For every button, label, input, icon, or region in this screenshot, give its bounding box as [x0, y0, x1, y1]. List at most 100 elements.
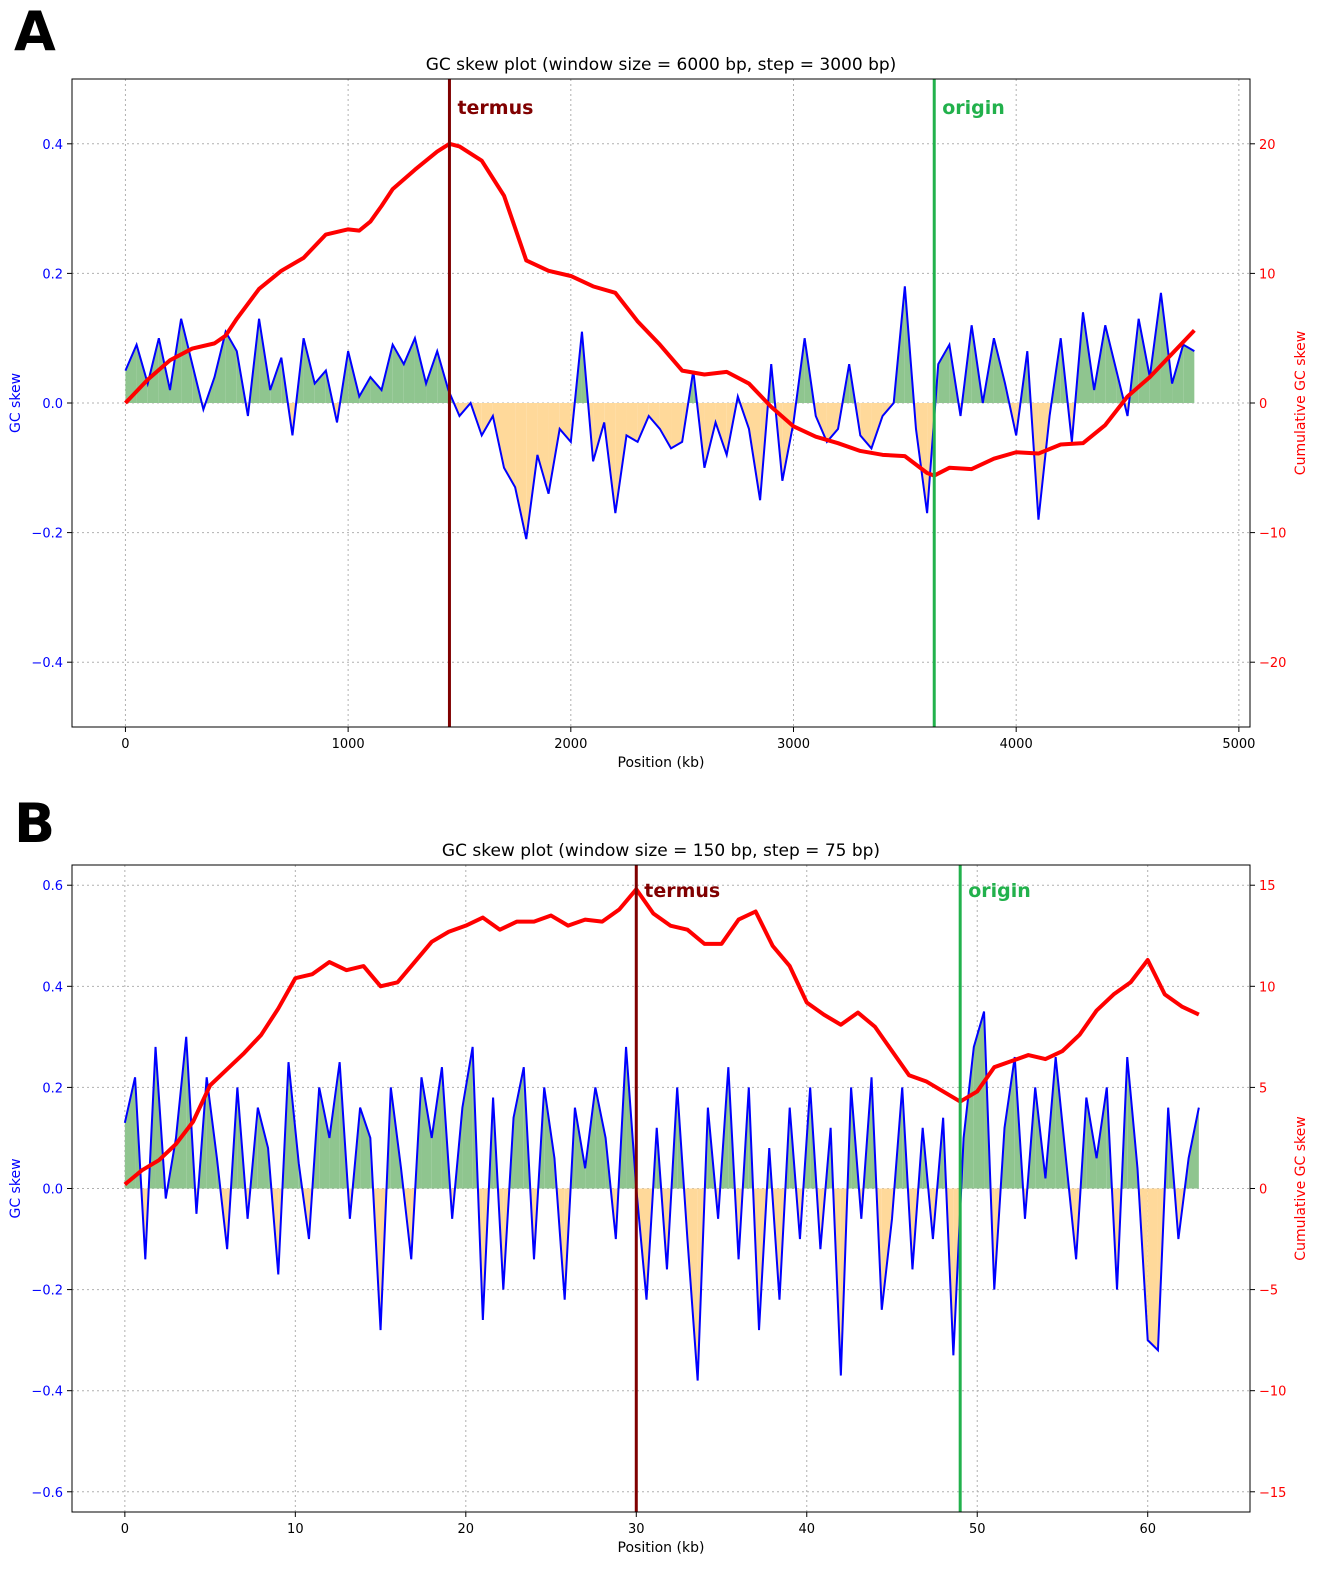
x-tick-label: 10	[287, 1522, 304, 1537]
x-tick-label: 3000	[777, 737, 810, 752]
skew-fill-86-0	[1004, 1057, 1015, 1189]
x-axis-label: Position (kb)	[618, 1540, 705, 1556]
skew-fill-22-0	[370, 377, 382, 403]
cumulative-gc-skew-line	[123, 141, 1196, 478]
skew-fill-95-0	[1183, 344, 1195, 403]
cumulative-gc-skew-line	[123, 887, 1200, 1186]
skew-fill-36-0	[526, 403, 538, 540]
y-left-tick-label: 0.0	[42, 397, 63, 412]
skew-fill-94-0	[1172, 344, 1184, 403]
gc-skew-line	[123, 1011, 1200, 1381]
skew-fill-5-0	[175, 1036, 187, 1189]
skew-fill-13-0	[257, 1107, 269, 1189]
y-right-tick-label: 0	[1259, 1183, 1267, 1198]
skew-fill-88-0	[1105, 325, 1117, 403]
skew-fill-47-0	[648, 403, 660, 429]
skew-fill-25-0	[403, 338, 415, 403]
y-right-tick-label: −10	[1259, 1385, 1286, 1400]
skew-fill-5-0	[181, 318, 193, 403]
skew-fill-9-0	[225, 331, 237, 403]
skew-fill-2-0	[147, 338, 159, 403]
y-left-tick-label: −0.4	[31, 656, 63, 671]
y-right-tick-label: 10	[1259, 267, 1276, 282]
skew-fill-30-0	[431, 1067, 442, 1189]
y-right-tick-label: −10	[1259, 527, 1286, 542]
skew-fill-78-0	[993, 338, 1006, 403]
y-right-tick-label: 5	[1259, 1081, 1267, 1096]
skew-fill-26-0	[414, 338, 427, 403]
y-right-tick-label: −5	[1259, 1284, 1278, 1299]
y-left-tick-label: 0.0	[42, 1183, 63, 1198]
skew-fill-16-0	[303, 338, 315, 403]
skew-fill-46-0	[637, 403, 649, 442]
skew-fill-95-0	[1096, 1087, 1107, 1189]
skew-fill-33-0	[462, 1046, 473, 1189]
skew-fill-94-0	[1086, 1097, 1097, 1189]
origin-marker-label: origin	[942, 97, 1005, 119]
y-left-tick-label: 0.4	[42, 980, 63, 995]
y-right-axis-label: Cumulative GC skew	[1293, 331, 1309, 475]
skew-fill-29-0	[421, 1077, 432, 1189]
y-left-tick-label: 0.2	[42, 267, 63, 282]
termus-marker-label: termus	[457, 97, 533, 119]
x-tick-label: 30	[628, 1522, 645, 1537]
skew-fill-44-0	[615, 403, 627, 514]
x-axis-label: Position (kb)	[618, 755, 705, 771]
skew-fill-46-0	[595, 1087, 606, 1189]
skew-fill-17-0	[314, 370, 326, 403]
y-right-axis-label: Cumulative GC skew	[1293, 1116, 1309, 1260]
x-tick-label: 50	[969, 1522, 986, 1537]
skew-fill-0-0	[125, 344, 137, 403]
y-right-tick-label: 20	[1259, 138, 1276, 153]
skew-fill-8-0	[214, 331, 226, 403]
y-left-axis-label: GC skew	[8, 1158, 24, 1218]
x-tick-label: 0	[121, 1522, 129, 1537]
x-tick-label: 5000	[1222, 737, 1255, 752]
skew-fill-23-0	[360, 1107, 371, 1189]
skew-fill-62-0	[815, 403, 827, 442]
y-left-tick-label: 0.6	[42, 879, 63, 894]
skew-fill-19-0	[319, 1087, 330, 1189]
y-left-tick-label: −0.2	[31, 1284, 63, 1299]
skew-fill-37-0	[537, 403, 549, 494]
skew-fill-20-0	[329, 1062, 340, 1189]
y-right-tick-label: 15	[1259, 879, 1276, 894]
skew-fill-0-0	[124, 1077, 136, 1189]
skew-fill-32-0	[481, 403, 493, 436]
skew-fill-13-0	[270, 357, 282, 403]
origin-marker-label: origin	[968, 880, 1031, 902]
skew-fill-83-0	[973, 1011, 985, 1189]
x-tick-label: 4000	[1000, 737, 1033, 752]
x-tick-label: 60	[1139, 1522, 1156, 1537]
skew-fill-42-0	[593, 403, 605, 462]
y-left-tick-label: −0.6	[31, 1486, 63, 1501]
skew-fill-100-0	[1147, 1188, 1158, 1351]
y-left-tick-label: 0.4	[42, 138, 63, 153]
skew-fill-82-0	[963, 1046, 974, 1189]
skew-fill-52-0	[704, 403, 716, 468]
x-tick-label: 0	[121, 737, 129, 752]
y-left-tick-label: −0.4	[31, 1385, 63, 1400]
skew-fill-41-0	[544, 1087, 555, 1189]
skew-fill-49-0	[671, 403, 683, 449]
y-right-tick-label: −20	[1259, 656, 1286, 671]
y-right-tick-label: 0	[1259, 397, 1267, 412]
skew-fill-63-0	[826, 403, 839, 442]
skew-fill-48-0	[659, 403, 672, 449]
x-tick-label: 40	[798, 1522, 815, 1537]
termus-marker-label: termus	[644, 880, 720, 902]
chart-title: GC skew plot (window size = 150 bp, step…	[442, 841, 880, 861]
skew-fill-38-0	[548, 403, 560, 494]
x-tick-label: 2000	[554, 737, 587, 752]
gc-skew-line	[124, 286, 1195, 540]
y-right-tick-label: 10	[1259, 980, 1276, 995]
y-right-tick-label: −15	[1259, 1486, 1286, 1501]
panel-letter-b: B	[14, 792, 55, 855]
y-left-axis-label: GC skew	[8, 373, 24, 433]
panel-letter-a: A	[14, 0, 56, 63]
chart-title: GC skew plot (window size = 6000 bp, ste…	[426, 55, 897, 75]
skew-fill-45-0	[626, 403, 638, 442]
skew-fill-38-0	[513, 1067, 524, 1189]
